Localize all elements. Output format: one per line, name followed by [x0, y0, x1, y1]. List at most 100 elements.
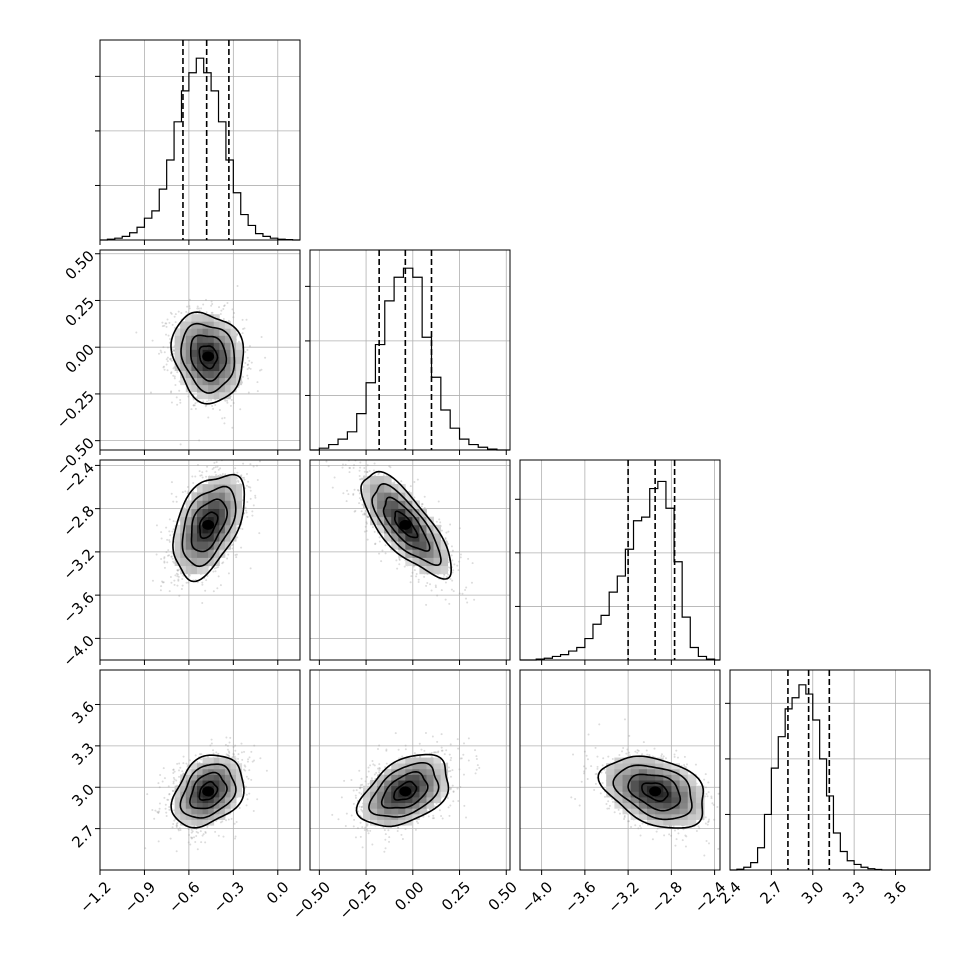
density-cell	[679, 785, 689, 792]
density-cell	[622, 774, 632, 781]
sample-point	[726, 766, 728, 768]
sample-point	[241, 528, 244, 531]
sample-point	[173, 583, 176, 586]
sample-point	[192, 404, 195, 407]
sample-point	[364, 525, 367, 528]
scatter-panel-1-3	[309, 669, 511, 875]
sample-point	[184, 490, 187, 493]
sample-point	[378, 763, 381, 766]
density-cell	[412, 813, 420, 820]
contour-1	[190, 498, 228, 553]
sample-point	[378, 536, 381, 539]
density-cell	[213, 391, 220, 400]
density-cell	[614, 768, 623, 775]
x-tick-label: 0.25	[438, 878, 474, 914]
sample-point	[243, 764, 246, 767]
sample-point	[260, 368, 263, 371]
sample-point	[172, 528, 175, 531]
sample-point	[594, 746, 597, 749]
sample-point	[366, 516, 369, 519]
density-cell	[614, 763, 623, 770]
sample-point	[219, 312, 222, 315]
sample-point	[191, 475, 194, 478]
sample-point	[358, 469, 361, 472]
density-cell	[426, 785, 434, 792]
sample-point	[471, 562, 474, 565]
sample-point	[237, 757, 240, 760]
density-cell	[391, 500, 399, 509]
sample-point	[226, 557, 229, 560]
sample-point	[178, 769, 181, 772]
sample-point	[211, 468, 214, 471]
sample-point	[158, 807, 161, 810]
sample-point	[242, 462, 245, 465]
density-cell	[213, 475, 220, 485]
sample-point	[222, 561, 225, 564]
sample-point	[459, 556, 462, 559]
sample-point	[449, 769, 452, 772]
sample-point	[167, 549, 170, 552]
density-cell	[230, 763, 237, 770]
sample-point	[177, 575, 180, 578]
density-cell	[433, 549, 441, 558]
density-cell	[663, 813, 672, 820]
sample-point	[660, 755, 663, 758]
density-cell	[202, 384, 209, 393]
sample-point	[177, 829, 180, 832]
sample-point	[447, 566, 450, 569]
sample-point	[163, 556, 166, 559]
sample-point	[384, 552, 387, 555]
sample-point	[358, 769, 361, 772]
density-cell	[606, 780, 615, 787]
sample-point	[369, 829, 372, 832]
density-cell	[219, 349, 226, 357]
density-cell	[663, 785, 672, 792]
sample-point	[398, 559, 401, 562]
sample-point	[210, 304, 213, 307]
density-cell	[426, 533, 434, 542]
density-cell	[638, 757, 648, 764]
sample-point	[345, 812, 348, 815]
sample-point	[175, 572, 178, 575]
density-cell	[419, 768, 427, 775]
sample-point	[663, 834, 666, 837]
sample-point	[396, 567, 399, 570]
density-cell	[405, 500, 413, 509]
sample-point	[378, 767, 381, 770]
sample-point	[224, 399, 227, 402]
density-cell	[405, 819, 413, 826]
x-tick-label: 3.0	[798, 878, 828, 908]
sample-point	[177, 578, 180, 581]
density-cell	[655, 797, 664, 804]
sample-point	[341, 463, 344, 466]
density-cell	[687, 791, 697, 798]
density-cell	[191, 342, 198, 350]
sample-point	[383, 829, 386, 832]
sample-point	[583, 772, 586, 775]
scatter-panel-1-2	[309, 459, 511, 665]
sample-point	[181, 578, 184, 581]
sample-point	[163, 557, 166, 560]
sample-point	[159, 349, 162, 352]
sample-point	[241, 332, 244, 335]
density-cell	[196, 335, 203, 343]
density-cell	[191, 541, 198, 550]
sample-point	[234, 749, 237, 752]
density-cell	[224, 500, 231, 509]
density-cell	[180, 565, 187, 575]
sample-point	[247, 391, 250, 394]
density-cell	[440, 541, 449, 550]
sample-point	[192, 398, 195, 401]
density-cell	[230, 524, 237, 534]
sample-point	[206, 575, 209, 578]
density-cell	[196, 768, 203, 775]
sample-point	[185, 762, 188, 765]
sample-point	[190, 828, 193, 831]
density-cell	[638, 797, 648, 804]
sample-point	[366, 470, 369, 473]
density-cell	[412, 780, 420, 787]
density-cell	[219, 356, 226, 364]
sample-point	[175, 779, 178, 782]
sample-point	[459, 553, 462, 556]
density-cell	[384, 508, 392, 518]
